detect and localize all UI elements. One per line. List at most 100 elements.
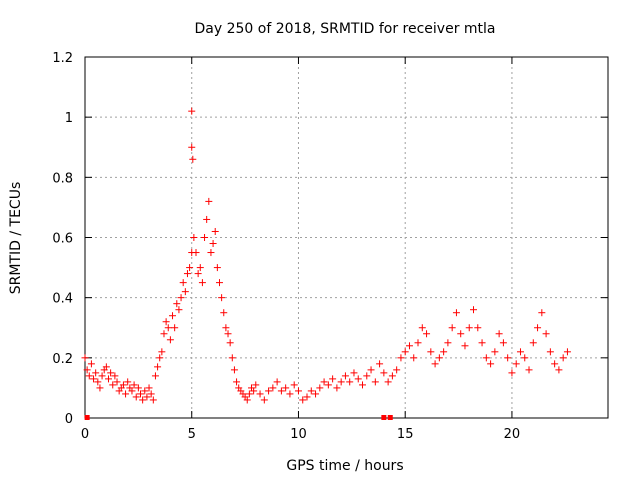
data-point <box>134 384 142 392</box>
data-point <box>286 390 294 398</box>
x-tick-label: 15 <box>397 427 414 442</box>
data-point <box>233 378 241 386</box>
y-tick-label: 1.2 <box>52 51 73 66</box>
data-point <box>380 369 388 377</box>
data-point <box>461 342 469 350</box>
data-point <box>175 306 183 314</box>
data-point <box>265 387 273 395</box>
data-point <box>154 363 162 371</box>
data-point <box>381 415 387 420</box>
data-point <box>551 360 559 368</box>
data-points <box>81 107 571 420</box>
data-point <box>303 393 311 401</box>
data-point <box>98 372 106 380</box>
data-point <box>508 369 516 377</box>
data-point <box>354 375 362 383</box>
data-point <box>294 387 302 395</box>
data-point <box>405 342 413 350</box>
data-point <box>84 415 90 420</box>
data-point <box>224 330 232 338</box>
data-point <box>92 369 100 377</box>
data-point <box>149 396 157 404</box>
data-point <box>290 381 298 389</box>
data-point <box>401 348 409 356</box>
data-point <box>203 215 211 223</box>
data-point <box>529 339 537 347</box>
data-point <box>111 372 119 380</box>
data-point <box>220 309 228 317</box>
data-point <box>228 354 236 362</box>
data-point <box>337 378 345 386</box>
data-point <box>269 384 277 392</box>
data-point <box>181 288 189 296</box>
data-point <box>393 366 401 374</box>
data-point <box>427 348 435 356</box>
data-point <box>504 354 512 362</box>
x-tick-label: 20 <box>504 427 521 442</box>
data-point <box>559 354 567 362</box>
data-point <box>333 384 341 392</box>
chart-title: Day 250 of 2018, SRMTID for receiver mtl… <box>194 21 495 37</box>
data-point <box>130 381 138 389</box>
data-point <box>141 387 149 395</box>
data-point <box>363 372 371 380</box>
data-point <box>346 378 354 386</box>
data-point <box>179 279 187 287</box>
data-point <box>87 360 95 368</box>
axis-ticks <box>84 56 608 419</box>
data-point <box>186 264 194 272</box>
data-point <box>273 378 281 386</box>
x-tick-label: 5 <box>188 427 196 442</box>
data-point <box>563 348 571 356</box>
data-point <box>192 249 200 257</box>
data-point <box>341 372 349 380</box>
data-point <box>194 270 202 278</box>
data-point <box>218 294 226 302</box>
data-point <box>397 354 405 362</box>
data-point <box>410 354 418 362</box>
x-tick-label: 10 <box>290 427 307 442</box>
data-point <box>316 384 324 392</box>
data-point <box>137 390 145 398</box>
data-point <box>122 390 130 398</box>
data-point <box>312 390 320 398</box>
data-point <box>534 324 542 332</box>
data-point <box>162 318 170 326</box>
data-point <box>457 330 465 338</box>
y-tick-label: 0.4 <box>52 292 73 307</box>
data-point <box>96 384 104 392</box>
data-point <box>230 366 238 374</box>
data-point <box>440 348 448 356</box>
y-tick-label: 1 <box>65 111 73 126</box>
data-point <box>164 324 172 332</box>
x-tick-label: 0 <box>81 427 89 442</box>
data-point <box>299 396 307 404</box>
y-tick-label: 0 <box>65 412 73 427</box>
data-point <box>124 378 132 386</box>
data-point <box>171 324 179 332</box>
data-point <box>113 378 121 386</box>
data-point <box>151 372 159 380</box>
y-tick-labels: 0 0.2 0.4 0.6 0.8 1 1.2 <box>52 51 73 427</box>
data-point <box>444 339 452 347</box>
data-point <box>147 390 155 398</box>
x-axis-label: GPS time / hours <box>286 458 403 474</box>
data-point <box>329 375 337 383</box>
data-point <box>448 324 456 332</box>
grid <box>85 57 608 418</box>
data-point <box>85 372 93 380</box>
data-point <box>188 143 196 151</box>
data-point <box>350 369 358 377</box>
data-point <box>277 387 285 395</box>
data-point <box>282 384 290 392</box>
data-point <box>388 372 396 380</box>
data-point <box>371 378 379 386</box>
data-point <box>418 324 426 332</box>
y-axis-label: SRMTID / TECUs <box>8 182 24 295</box>
data-point <box>215 279 223 287</box>
data-point <box>250 387 258 395</box>
data-point <box>145 384 153 392</box>
data-point <box>252 381 260 389</box>
data-point <box>367 366 375 374</box>
